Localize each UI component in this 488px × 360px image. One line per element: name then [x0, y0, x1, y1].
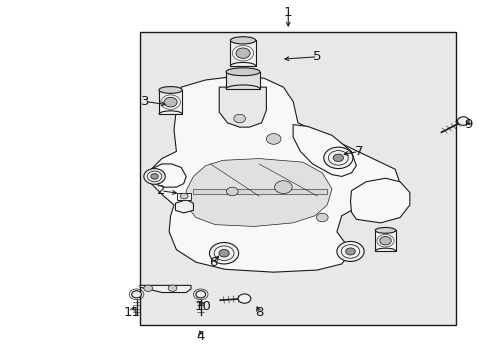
Circle shape — [341, 245, 359, 258]
Ellipse shape — [225, 68, 260, 76]
Text: 11: 11 — [123, 306, 140, 319]
Circle shape — [336, 242, 364, 261]
Polygon shape — [193, 189, 326, 194]
Bar — [374, 230, 395, 251]
Bar — [230, 40, 255, 66]
Polygon shape — [175, 200, 193, 213]
Ellipse shape — [374, 228, 395, 233]
Circle shape — [233, 114, 245, 123]
Circle shape — [143, 168, 165, 184]
Text: 8: 8 — [254, 306, 263, 319]
Circle shape — [219, 249, 229, 257]
Circle shape — [150, 174, 158, 179]
Circle shape — [238, 294, 250, 303]
Polygon shape — [219, 87, 266, 127]
Bar — [159, 90, 182, 114]
Text: 4: 4 — [196, 330, 204, 343]
Polygon shape — [350, 178, 409, 223]
Polygon shape — [140, 285, 191, 293]
Text: 3: 3 — [140, 95, 149, 108]
Text: 2: 2 — [156, 184, 165, 197]
Circle shape — [131, 291, 141, 298]
Circle shape — [332, 154, 343, 162]
Bar — [140, 32, 455, 325]
Circle shape — [379, 237, 390, 245]
Circle shape — [274, 181, 291, 194]
Circle shape — [457, 117, 468, 125]
Circle shape — [328, 150, 347, 165]
Text: 10: 10 — [194, 300, 211, 313]
Circle shape — [163, 97, 177, 107]
Circle shape — [196, 291, 205, 298]
Polygon shape — [151, 76, 399, 272]
Polygon shape — [151, 164, 186, 187]
Circle shape — [266, 134, 281, 144]
Circle shape — [168, 285, 177, 292]
Circle shape — [147, 171, 162, 182]
Text: 9: 9 — [463, 118, 471, 131]
Circle shape — [143, 285, 152, 292]
Ellipse shape — [159, 86, 182, 93]
Ellipse shape — [230, 37, 255, 44]
Circle shape — [345, 248, 355, 255]
Text: 6: 6 — [208, 256, 217, 269]
Circle shape — [236, 48, 249, 58]
Circle shape — [316, 213, 327, 222]
Circle shape — [323, 147, 352, 168]
Circle shape — [180, 193, 188, 199]
Bar — [177, 193, 191, 200]
Circle shape — [214, 246, 234, 261]
Polygon shape — [292, 125, 356, 176]
Text: 1: 1 — [284, 6, 292, 19]
Text: 7: 7 — [354, 145, 362, 158]
Circle shape — [226, 187, 238, 196]
Circle shape — [209, 243, 238, 264]
Text: 5: 5 — [312, 50, 321, 63]
Bar — [225, 72, 260, 89]
Polygon shape — [186, 158, 331, 226]
